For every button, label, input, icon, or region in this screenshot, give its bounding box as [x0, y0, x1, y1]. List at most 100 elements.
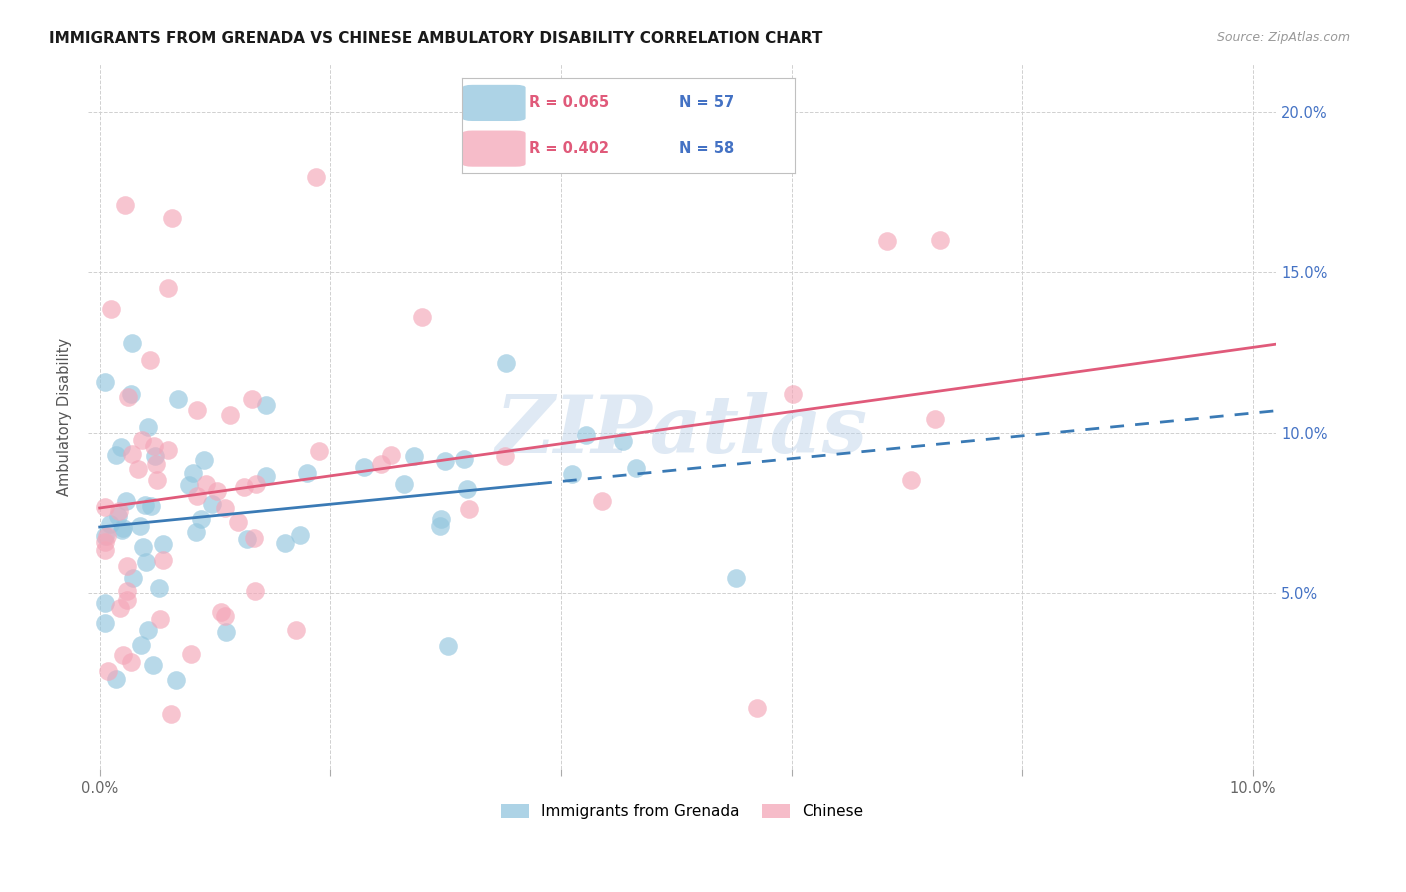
Point [214, 609, 236, 624]
Point [138, 353, 160, 368]
Point [236, 532, 259, 546]
Point [97, 664, 120, 678]
Point [121, 447, 143, 461]
Point [457, 502, 479, 516]
Point [190, 512, 212, 526]
Point [233, 480, 256, 494]
Point [243, 583, 266, 598]
Point [94, 535, 117, 549]
Point [112, 648, 135, 663]
Point [114, 198, 136, 212]
Point [254, 398, 277, 412]
Point [184, 524, 207, 539]
Point [135, 555, 157, 569]
Point [100, 301, 122, 316]
Point [110, 600, 132, 615]
Point [96, 528, 118, 542]
Point [453, 451, 475, 466]
Point [167, 392, 190, 407]
Point [160, 211, 183, 225]
Point [142, 658, 165, 673]
Point [218, 408, 240, 422]
Point [120, 655, 142, 669]
Point [285, 623, 308, 637]
Point [117, 584, 139, 599]
Point [149, 612, 172, 626]
Point [120, 387, 142, 401]
Point [380, 448, 402, 462]
Point [107, 509, 129, 524]
Point [136, 624, 159, 638]
Point [240, 392, 263, 406]
Point [127, 462, 149, 476]
Legend: Immigrants from Grenada, Chinese: Immigrants from Grenada, Chinese [495, 797, 869, 825]
Point [186, 403, 208, 417]
Point [429, 518, 451, 533]
Point [591, 494, 613, 508]
Point [94, 542, 117, 557]
Point [929, 233, 952, 247]
Point [434, 454, 457, 468]
Point [214, 501, 236, 516]
Point [404, 449, 426, 463]
Point [94, 500, 117, 514]
Point [575, 428, 598, 442]
Point [612, 434, 634, 449]
Point [104, 672, 127, 686]
Point [94, 596, 117, 610]
Point [495, 356, 517, 370]
Point [186, 489, 208, 503]
Point [111, 523, 134, 537]
Point [626, 461, 648, 475]
Point [290, 528, 312, 542]
Point [411, 310, 433, 325]
Text: Source: ZipAtlas.com: Source: ZipAtlas.com [1216, 31, 1350, 45]
Point [145, 457, 167, 471]
Point [782, 387, 804, 401]
Point [295, 467, 318, 481]
Point [152, 537, 174, 551]
Point [94, 375, 117, 389]
Point [152, 553, 174, 567]
Point [131, 434, 153, 448]
Point [115, 559, 138, 574]
Point [128, 518, 150, 533]
Point [177, 477, 200, 491]
Point [436, 640, 458, 654]
Point [226, 515, 249, 529]
Point [243, 531, 266, 545]
Point [430, 512, 453, 526]
Point [193, 453, 215, 467]
Point [142, 439, 165, 453]
Point [876, 234, 898, 248]
Point [143, 449, 166, 463]
Point [181, 466, 204, 480]
Point [747, 701, 769, 715]
Point [110, 440, 132, 454]
Point [245, 477, 267, 491]
Point [494, 449, 516, 463]
Point [370, 457, 392, 471]
Point [201, 497, 224, 511]
Point [157, 281, 180, 295]
Point [108, 504, 131, 518]
Point [353, 459, 375, 474]
Point [105, 448, 128, 462]
Point [165, 673, 187, 688]
Point [254, 469, 277, 483]
Point [148, 581, 170, 595]
Point [122, 571, 145, 585]
Text: ZIPatlas: ZIPatlas [496, 392, 869, 469]
Point [392, 477, 415, 491]
Point [274, 536, 297, 550]
Point [304, 170, 326, 185]
Point [308, 444, 330, 458]
Point [924, 412, 946, 426]
Point [117, 390, 139, 404]
Point [98, 516, 121, 531]
Point [456, 482, 478, 496]
Point [131, 638, 153, 652]
Point [209, 605, 232, 619]
Point [115, 593, 138, 607]
Point [205, 484, 228, 499]
